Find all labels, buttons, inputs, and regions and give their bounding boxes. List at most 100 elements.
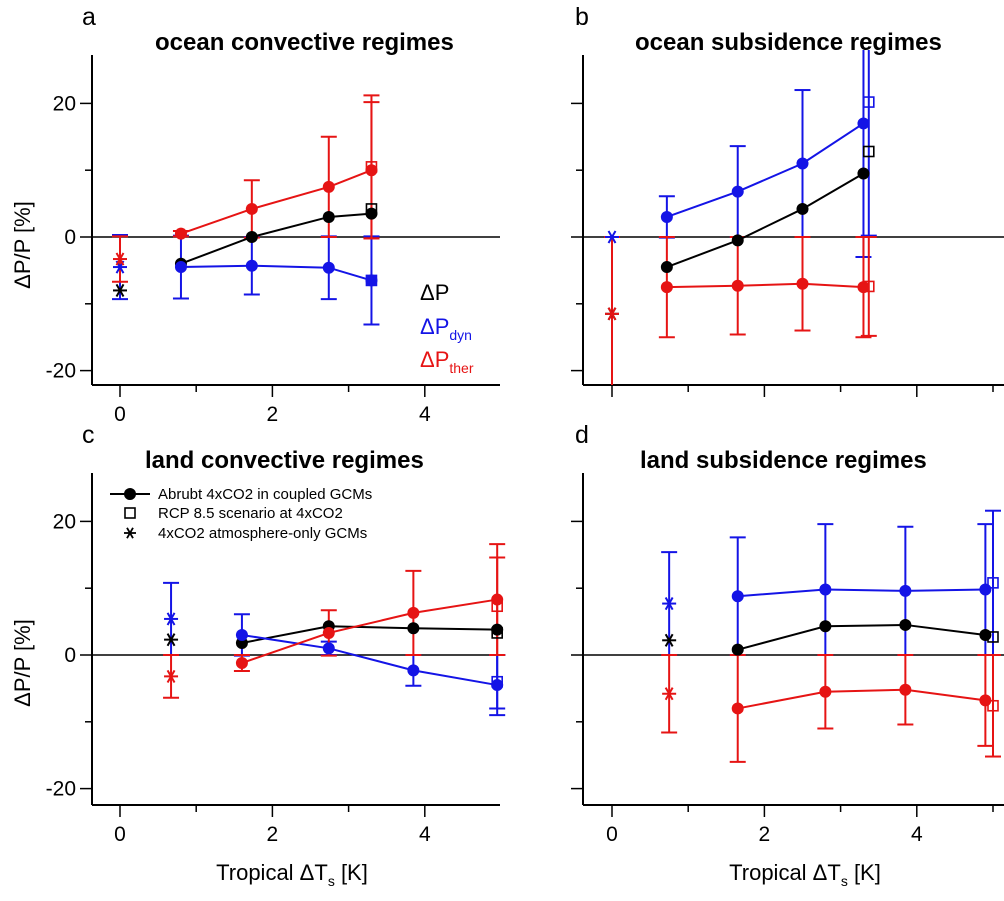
coupled-total-point xyxy=(245,231,258,243)
coupled-ther-point xyxy=(174,227,187,240)
star-stroke xyxy=(607,230,617,244)
star-stroke xyxy=(115,252,125,266)
rcp-dyn-point xyxy=(491,675,503,688)
coupled-ther-point xyxy=(899,683,912,696)
atmos-ther-point xyxy=(662,687,677,701)
coupled-total-line xyxy=(180,212,372,265)
star-stroke xyxy=(115,283,125,298)
star-stroke xyxy=(166,669,176,683)
coupled-total-point xyxy=(857,167,870,180)
atmos-dyn-point xyxy=(605,230,619,244)
coupled-total-point xyxy=(979,628,992,641)
coupled-ther-point xyxy=(796,277,809,290)
coupled-total-point xyxy=(899,618,912,631)
rcp-ther-point xyxy=(365,161,378,173)
legend-atmos-marker xyxy=(124,527,136,539)
coupled-dyn-point xyxy=(979,583,992,596)
legend-coupled-marker xyxy=(124,488,136,500)
coupled-ther-point xyxy=(322,626,335,639)
star-stroke xyxy=(607,307,617,321)
x-tick-label: 0 xyxy=(114,403,126,426)
panel-a: a ocean convective regimes -20 0 20 ΔP/P [%] 0… xyxy=(10,3,500,426)
star-stroke xyxy=(664,597,674,611)
coupled-ther-line xyxy=(666,282,864,289)
atmos-total-point xyxy=(164,633,179,647)
coupled-dyn-point xyxy=(235,628,248,641)
atmos-ther-point xyxy=(113,252,127,266)
coupled-dyn-point xyxy=(365,274,378,287)
y-tick-label: 0 xyxy=(64,644,76,667)
coupled-dyn-point xyxy=(407,664,420,677)
legend-rcp-label: RCP 8.5 scenario at 4xCO2 xyxy=(158,505,343,522)
legend-dp-ther: ΔPther xyxy=(420,347,474,376)
x-tick-label: 4 xyxy=(419,403,431,426)
y-axis-label: ΔP/P [%] xyxy=(10,619,35,707)
y-tick-label: 20 xyxy=(53,92,76,115)
coupled-dyn-point xyxy=(245,259,258,272)
atmos-dyn-point xyxy=(164,612,179,626)
x-axis-label: Tropical ΔTs [K] xyxy=(216,860,368,889)
coupled-dyn-line xyxy=(180,264,372,282)
coupled-dyn-point xyxy=(491,679,504,692)
coupled-total-point xyxy=(407,622,420,635)
legend-atmos-label: 4xCO2 atmosphere-only GCMs xyxy=(158,525,367,542)
coupled-dyn-line xyxy=(666,122,865,218)
rcp-dyn-point xyxy=(862,96,875,108)
panel-label: b xyxy=(575,3,589,31)
panel-b: b ocean subsidence regimes xyxy=(571,3,1004,397)
star-stroke xyxy=(126,527,134,539)
coupled-ther-point xyxy=(731,279,744,292)
legend-rcp-marker xyxy=(124,507,136,519)
y-tick-label: -20 xyxy=(46,360,76,383)
coupled-total-line xyxy=(666,172,864,268)
coupled-ther-point xyxy=(322,180,335,193)
panel-label: a xyxy=(82,3,96,31)
atmos-ther-point xyxy=(605,307,619,321)
rcp-total-point xyxy=(987,631,999,643)
coupled-total-point xyxy=(660,261,673,274)
legend-dp-dyn: ΔPdyn xyxy=(420,314,472,343)
coupled-ther-point xyxy=(660,281,673,294)
coupled-dyn-point xyxy=(731,590,744,603)
y-tick-label: 20 xyxy=(53,510,76,533)
star-stroke xyxy=(664,687,674,701)
rcp-total-point xyxy=(491,627,503,639)
panel-c: c land convective regimes -20 0 20 ΔP/P [%] 0 2… xyxy=(10,421,506,889)
coupled-total-point xyxy=(796,202,809,215)
coupled-dyn-line xyxy=(241,633,498,687)
coupled-ther-point xyxy=(407,606,420,619)
coupled-total-point xyxy=(322,210,335,223)
x-tick-label: 0 xyxy=(114,823,126,846)
coupled-dyn-point xyxy=(899,584,912,597)
coupled-ther-point xyxy=(819,685,832,698)
x-axis-label: Tropical ΔTs [K] xyxy=(729,860,881,889)
legend-markers: Abrubt 4xCO2 in coupled GCMs RCP 8.5 scen… xyxy=(110,486,372,542)
coupled-dyn-point xyxy=(660,210,673,223)
rcp-total-point xyxy=(365,203,378,215)
y-tick-label: 0 xyxy=(64,226,76,249)
coupled-dyn-point xyxy=(322,642,335,655)
star-stroke xyxy=(166,612,176,626)
x-tick-label: 2 xyxy=(267,823,279,846)
coupled-ther-line xyxy=(180,169,372,235)
coupled-total-line xyxy=(241,625,498,644)
atmos-dyn-point xyxy=(662,597,677,611)
coupled-total-point xyxy=(731,234,744,247)
star-stroke xyxy=(166,633,176,647)
coupled-ther-point xyxy=(245,202,258,215)
coupled-dyn-point xyxy=(322,261,335,274)
panel-title: ocean convective regimes xyxy=(155,29,454,56)
legend-dp: ΔP xyxy=(420,280,449,305)
coupled-dyn-point xyxy=(819,583,832,596)
coupled-total-point xyxy=(731,643,744,656)
coupled-ther-point xyxy=(731,702,744,715)
coupled-ther-point xyxy=(365,164,378,177)
x-tick-label: 0 xyxy=(606,823,618,846)
coupled-dyn-point xyxy=(857,117,870,130)
legend-coupled-label: Abrubt 4xCO2 in coupled GCMs xyxy=(158,486,372,503)
x-tick-label: 2 xyxy=(267,403,279,426)
panel-label: c xyxy=(82,421,95,449)
x-tick-label: 4 xyxy=(911,823,923,846)
panel-title: ocean subsidence regimes xyxy=(635,29,942,56)
